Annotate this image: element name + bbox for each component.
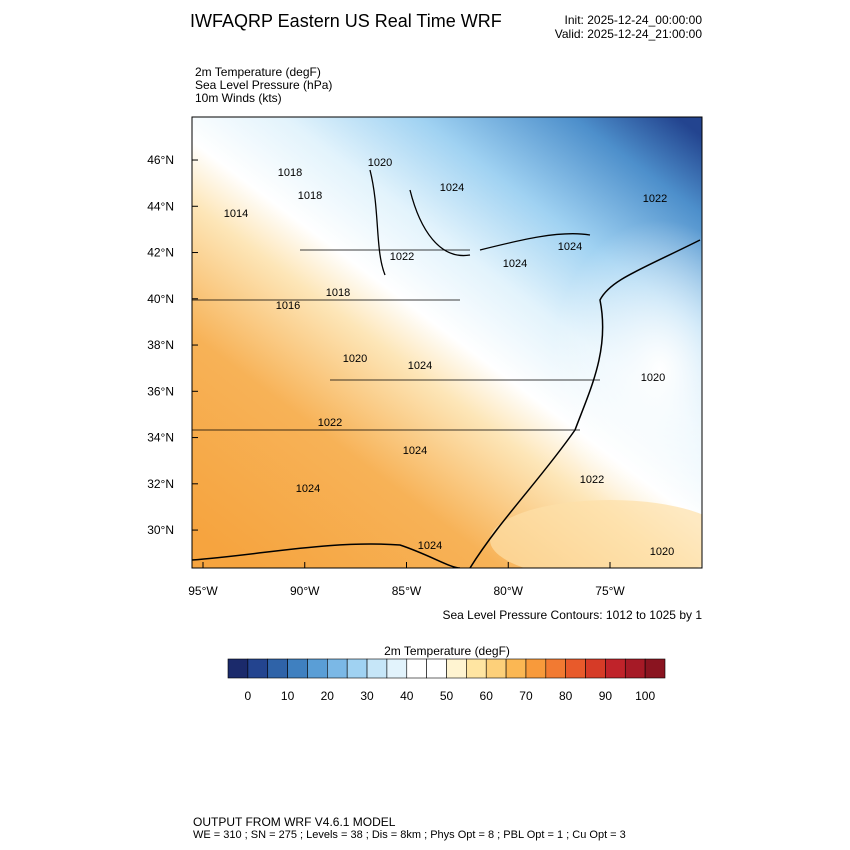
contour-label: 1018 — [278, 167, 302, 179]
colorbar-box — [585, 658, 606, 679]
colorbar-box — [525, 658, 547, 679]
colorbar-box — [267, 658, 288, 679]
field-label: 2m Temperature (degF) — [195, 65, 321, 79]
contour-label: 1022 — [318, 417, 342, 429]
contour-label: 1020 — [343, 353, 367, 365]
lon-label: 85°W — [392, 584, 422, 598]
lat-label: 42°N — [147, 246, 174, 260]
contour-label: 1022 — [390, 251, 414, 263]
colorbar-box — [485, 658, 507, 679]
colorbar-box — [505, 658, 527, 679]
map-frame — [191, 116, 703, 569]
contour-label: 1024 — [296, 483, 320, 495]
lon-label: 75°W — [595, 584, 625, 598]
colorbar-label: 30 — [360, 689, 374, 703]
lon-label: 80°W — [494, 584, 524, 598]
init-time: Init: 2025-12-24_00:00:00 — [565, 13, 703, 27]
colorbar-box — [426, 658, 447, 679]
contour-label: 1024 — [558, 241, 582, 253]
colorbar-box — [644, 658, 666, 679]
colorbar-label: 90 — [599, 689, 613, 703]
lat-label: 30°N — [147, 523, 174, 537]
colorbar-box — [386, 658, 408, 679]
colorbar-box — [545, 658, 566, 679]
colorbar-box — [287, 658, 308, 679]
lat-label: 46°N — [147, 153, 174, 167]
colorbar-label: 60 — [480, 689, 494, 703]
footer: OUTPUT FROM WRF V4.6.1 MODEL — [193, 815, 396, 829]
colorbar-box — [307, 658, 328, 679]
colorbar-label: 100 — [635, 689, 655, 703]
contour-label: 1018 — [298, 190, 322, 202]
field-label: Sea Level Pressure (hPa) — [195, 78, 332, 92]
lat-label: 44°N — [147, 199, 174, 213]
contour-label: 1024 — [418, 540, 442, 552]
colorbar-box — [406, 658, 427, 679]
lon-label: 90°W — [290, 584, 320, 598]
contour-note: Sea Level Pressure Contours: 1012 to 102… — [443, 608, 703, 622]
colorbar-label: 0 — [245, 689, 252, 703]
contour-label: 1020 — [368, 157, 392, 169]
colorbar-box — [624, 658, 646, 679]
map-field — [192, 117, 702, 568]
contour-label: 1014 — [224, 208, 248, 220]
colorbar-box — [366, 658, 388, 679]
contour-label: 1022 — [580, 474, 604, 486]
colorbar-box — [466, 658, 487, 679]
colorbar-box — [247, 658, 269, 679]
lat-label: 38°N — [147, 338, 174, 352]
lat-label: 32°N — [147, 477, 174, 491]
contour-label: 1018 — [326, 287, 350, 299]
title: IWFAQRP Eastern US Real Time WRF — [190, 11, 502, 31]
contour-label: 1020 — [650, 546, 674, 558]
colorbar-box — [327, 658, 348, 679]
lat-label: 40°N — [147, 292, 174, 306]
colorbar-title: 2m Temperature (degF) — [384, 644, 510, 658]
lon-label: 95°W — [188, 584, 218, 598]
colorbar-label: 80 — [559, 689, 573, 703]
colorbar-label: 70 — [519, 689, 533, 703]
contour-label: 1020 — [641, 372, 665, 384]
contour-label: 1024 — [503, 258, 527, 270]
footer: WE = 310 ; SN = 275 ; Levels = 38 ; Dis … — [193, 829, 626, 841]
contour-label: 1022 — [643, 193, 667, 205]
colorbar-box — [565, 658, 586, 679]
colorbar-box — [446, 658, 467, 679]
colorbar-box — [227, 658, 249, 679]
contour-label: 1024 — [408, 360, 432, 372]
colorbar-box — [605, 658, 626, 679]
colorbar-label: 20 — [321, 689, 335, 703]
colorbar-label: 10 — [281, 689, 295, 703]
field-label: 10m Winds (kts) — [195, 91, 282, 105]
colorbar-label: 50 — [440, 689, 454, 703]
contour-label: 1024 — [440, 182, 464, 194]
valid-time: Valid: 2025-12-24_21:00:00 — [555, 27, 703, 41]
contour-label: 1024 — [403, 445, 427, 457]
contour-label: 1016 — [276, 300, 300, 312]
colorbar-box — [346, 658, 368, 679]
colorbar-label: 40 — [400, 689, 414, 703]
lat-label: 34°N — [147, 431, 174, 445]
lat-label: 36°N — [147, 384, 174, 398]
